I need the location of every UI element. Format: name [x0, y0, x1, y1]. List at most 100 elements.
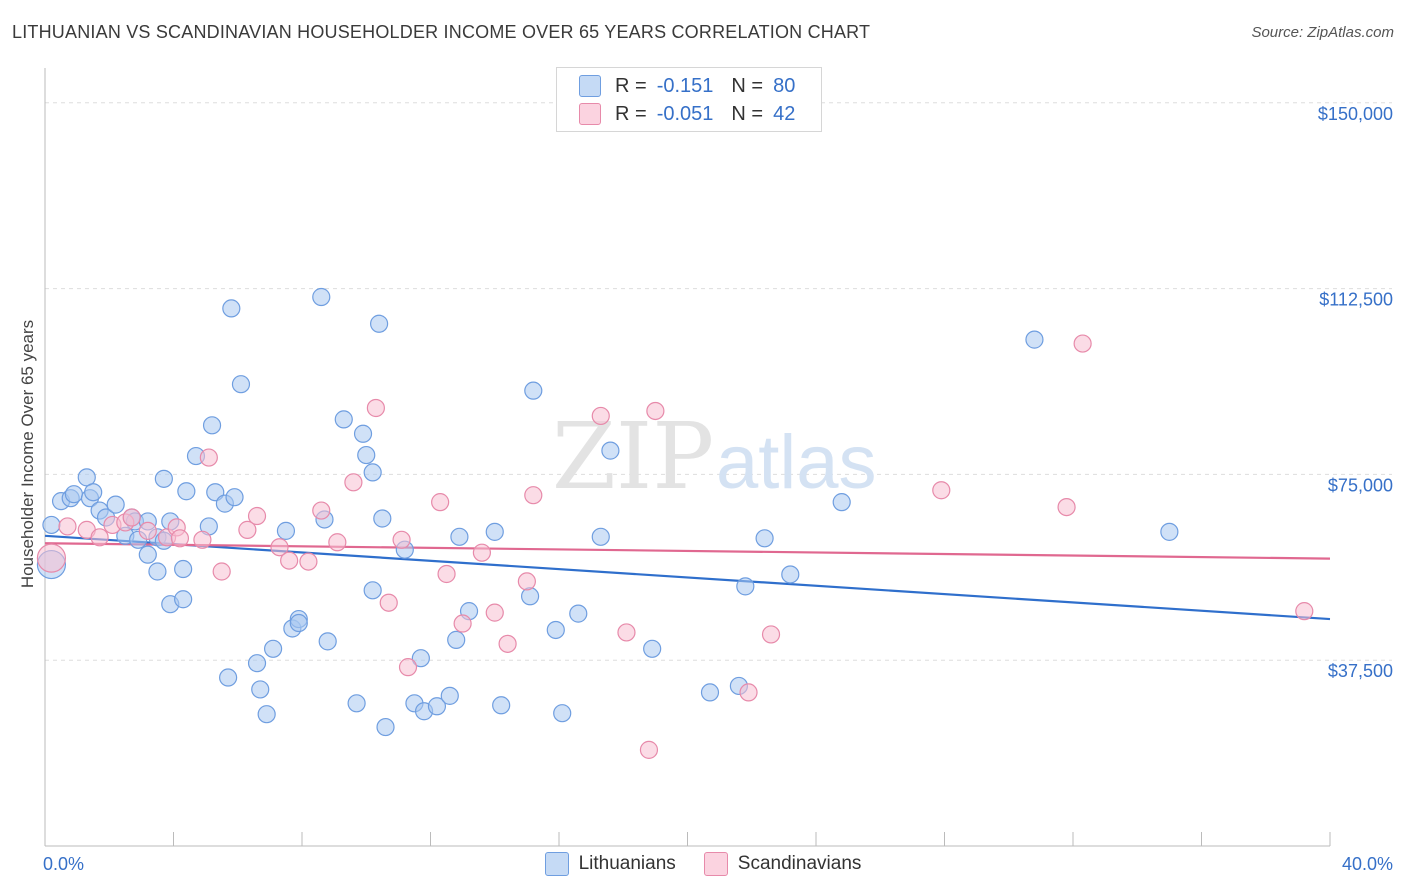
- lithuanian-point: [202, 416, 222, 435]
- n-value: 80: [773, 74, 796, 97]
- lithuanian-point: [64, 485, 84, 504]
- lithuanians-legend-label: Lithuanians: [578, 853, 676, 874]
- lithuanian-point: [318, 632, 337, 651]
- scandinavian-point: [1073, 334, 1092, 353]
- lithuanian-point: [553, 704, 572, 723]
- lithuanian-point: [257, 705, 276, 724]
- lithuanian-point: [154, 469, 173, 488]
- scandinavian-point: [437, 564, 456, 584]
- scandinavian-point: [761, 625, 781, 644]
- lithuanian-point: [450, 527, 469, 546]
- scandinavians-swatch: [579, 103, 601, 125]
- lithuanian-point: [247, 654, 267, 673]
- lithuanian-point: [231, 375, 251, 394]
- lithuanian-point: [370, 314, 389, 333]
- lithuanian-point: [492, 696, 511, 715]
- scandinavian-point: [247, 506, 267, 526]
- label-layer: $37,500 $75,000 $112,500 $150,000 0.0% 40.0%: [43, 104, 1393, 874]
- scandinavian-point: [170, 529, 190, 548]
- lithuanian-point: [276, 521, 296, 540]
- scandinavian-point: [299, 552, 318, 571]
- axis-layer: [44, 68, 1331, 847]
- r-value: -0.151: [656, 74, 714, 97]
- lithuanian-point: [148, 562, 167, 581]
- scandinavian-point: [366, 398, 385, 418]
- lithuanian-point: [263, 639, 283, 658]
- watermark-zip: ZIP: [552, 403, 714, 510]
- lithuanian-point: [569, 604, 588, 623]
- scandinavian-point: [122, 508, 141, 527]
- grid-layer: [45, 102, 1392, 661]
- r-label: R =: [615, 74, 647, 97]
- legend-row-lithuanians: R = -0.151 N = 80: [579, 73, 795, 99]
- scandinavian-point: [1295, 602, 1314, 621]
- lithuanian-point: [177, 482, 196, 501]
- scandinavian-point: [193, 530, 212, 549]
- lithuanian-point: [84, 483, 103, 502]
- scandinavian-point: [472, 543, 491, 562]
- scandinavian-point: [398, 658, 418, 677]
- scandinavians-legend-swatch: [703, 852, 728, 876]
- lithuanians-legend-swatch: [544, 852, 569, 876]
- lithuanian-point: [347, 694, 366, 713]
- lithuanian-point: [1160, 522, 1179, 541]
- n-label: N =: [731, 74, 764, 97]
- scandinavian-point: [646, 401, 665, 421]
- scandinavian-point: [280, 551, 299, 570]
- points-layer: [36, 287, 1314, 759]
- x-tick-label-end: 40.0%: [1342, 854, 1393, 874]
- scandinavian-point: [591, 406, 610, 426]
- y-axis-title: Householder Income Over 65 years: [18, 319, 37, 589]
- series-legend: Lithuanians Scandinavians: [0, 851, 1406, 877]
- legend-row-scandinavians: R = -0.051 N = 42: [579, 101, 795, 127]
- lithuanian-point: [353, 424, 373, 443]
- lithuanian-point: [251, 680, 270, 699]
- lithuanian-point: [174, 590, 193, 609]
- x-tick-label-start: 0.0%: [43, 854, 84, 874]
- scandinavian-point: [344, 473, 363, 492]
- source-label: Source: ZipAtlas.com: [1251, 24, 1394, 41]
- lithuanian-point: [289, 613, 308, 633]
- r-label: R =: [615, 102, 647, 125]
- lithuanian-point: [411, 649, 430, 668]
- lithuanian-point: [427, 697, 447, 716]
- y-tick-label: $75,000: [1328, 475, 1393, 495]
- lithuanian-point: [357, 445, 376, 465]
- scandinavian-point: [485, 603, 504, 622]
- scandinavian-point: [453, 614, 472, 633]
- y-tick-label: $150,000: [1318, 104, 1393, 124]
- lithuanian-point: [736, 577, 755, 596]
- lithuanian-point: [42, 515, 61, 535]
- lithuanian-point: [700, 683, 720, 702]
- scandinavian-point: [639, 740, 659, 759]
- scandinavian-point: [517, 572, 536, 591]
- lithuanian-point: [219, 668, 238, 687]
- scandinavian-point: [270, 538, 289, 557]
- scandinavian-point: [524, 486, 543, 505]
- legend-item-scandinavians[interactable]: Scandinavians: [703, 852, 861, 876]
- lithuanian-point: [591, 527, 610, 546]
- lithuanian-point: [106, 495, 125, 514]
- scandinavian-point: [199, 448, 218, 467]
- lithuanian-point: [601, 441, 620, 460]
- lithuanian-point: [781, 565, 800, 584]
- lithuanian-point: [546, 620, 565, 640]
- scandinavian-point: [617, 623, 636, 642]
- scandinavian-point: [932, 481, 951, 500]
- chart-title: LITHUANIAN VS SCANDINAVIAN HOUSEHOLDER I…: [12, 22, 871, 42]
- n-value: 42: [773, 102, 796, 125]
- scandinavian-point: [431, 493, 450, 512]
- lithuanian-point: [643, 639, 662, 658]
- y-tick-label: $37,500: [1328, 661, 1393, 681]
- lithuanian-point: [334, 410, 353, 429]
- scandinavian-point: [328, 533, 347, 552]
- legend-item-lithuanians[interactable]: Lithuanians: [544, 852, 676, 876]
- scandinavian-point: [90, 528, 109, 547]
- lithuanian-point: [138, 545, 157, 564]
- scandinavian-trend-line: [44, 542, 1331, 560]
- lithuanian-point: [373, 509, 392, 528]
- scandinavian-point: [212, 562, 231, 581]
- y-tick-label: $112,500: [1319, 290, 1393, 310]
- scandinavian-point: [58, 517, 77, 536]
- scandinavian-point: [739, 683, 758, 702]
